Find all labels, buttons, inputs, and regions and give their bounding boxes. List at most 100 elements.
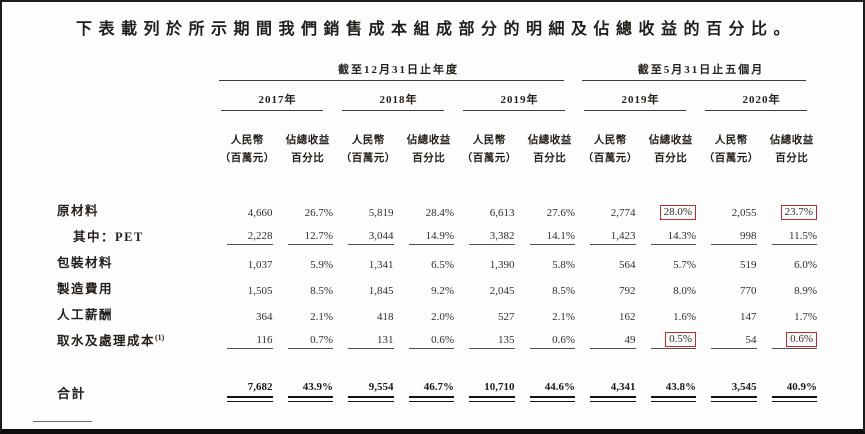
value-cell: 116 [217,325,278,351]
table-row-manufacturing: 製造費用 1,505 8.5% 1,845 9.2% 2,045 8.5% 79… [57,273,822,299]
value-cell: 1,037 [247,259,273,271]
value-cell: 1.6% [673,311,696,323]
value-cell: 0.5% [641,325,702,351]
value-cell: 6,613 [489,207,515,219]
double-rule [771,396,817,403]
value-cell: 8.5% [552,285,575,297]
year-header-2019-annual: 2019年 [459,81,580,111]
double-rule [711,396,757,403]
double-rule [469,396,515,403]
row-label: 其中：PET [73,230,144,244]
highlight-box: 28.0% [659,205,696,220]
value-cell: 3,382 [459,221,520,247]
double-rule [529,396,575,403]
value-cell: 2,774 [610,207,636,219]
total-value-cell: 7,682 [217,381,278,404]
divider [219,80,564,81]
value-cell: 0.6% [520,325,581,351]
table-row-raw-materials: 原材料 4,660 26.7% 5,819 28.4% 6,613 27.6% … [57,195,822,221]
col-header-rmb: 人民幣 （百萬元） [703,135,759,164]
total-value-cell: 4,341 [580,381,641,404]
value-cell: 54 [701,325,762,351]
cost-of-sales-table: 截至12月31日止年度 截至5月31日止五個月 2017年 2018年 2019… [57,55,822,404]
highlight-box: 0.5% [665,332,696,347]
year-header-2020: 2020年 [701,81,822,111]
value-cell: 0.6% [762,325,823,351]
year-header-2019-five-months: 2019年 [580,81,701,111]
value-cell: 14.9% [399,221,460,247]
value-cell: 0.7% [278,325,339,351]
value-cell: 28.0% [641,195,702,221]
col-header-pct: 佔總收益 百分比 [406,135,451,164]
row-label: 取水及處理成本(1) [57,332,165,348]
value-cell: 11.5% [762,221,823,247]
double-rule [227,396,273,403]
highlight-box: 0.6% [786,332,817,347]
value-cell: 28.4% [425,207,454,219]
col-header-pct: 佔總收益 百分比 [527,135,572,164]
value-cell: 131 [338,325,399,351]
value-cell: 5.8% [552,259,575,271]
total-value-cell: 40.9% [762,381,823,404]
value-cell: 6.5% [431,259,454,271]
value-cell: 998 [701,221,762,247]
value-cell: 162 [619,311,636,323]
value-cell: 1,341 [368,259,394,271]
value-cell: 564 [619,259,636,271]
table-row-total: 合計 7,682 43.9% 9,554 46.7% 10,710 44.6% … [57,381,822,404]
double-rule [287,396,333,403]
divider [463,110,565,111]
value-cell: 0.6% [399,325,460,351]
row-label: 原材料 [57,204,100,218]
divider [584,110,686,111]
highlight-box: 23.7% [780,205,817,220]
col-header-pct: 佔總收益 百分比 [769,135,814,164]
value-cell: 1,423 [580,221,641,247]
double-rule [348,396,394,403]
divider [342,110,444,111]
value-cell: 1,845 [368,285,394,297]
year-header-2018: 2018年 [338,81,459,111]
value-cell: 1.7% [794,311,817,323]
value-cell: 1,390 [489,259,515,271]
total-value-cell: 10,710 [459,381,520,404]
value-cell: 4,660 [247,207,273,219]
total-value-cell: 43.8% [641,381,702,404]
group-header-annual: 截至12月31日止年度 [217,55,580,81]
double-rule [408,396,454,403]
col-header-rmb: 人民幣 （百萬元） [582,135,638,164]
value-cell: 2,045 [489,285,515,297]
row-label: 包裝材料 [57,256,114,270]
page-title: 下表載列於所示期間我們銷售成本組成部分的明細及佔總收益的百分比。 [76,21,797,38]
value-cell: 527 [498,311,515,323]
table-row-pet: 其中：PET 2,228 12.7% 3,044 14.9% 3,382 14.… [57,221,822,247]
year-header-2017: 2017年 [217,81,338,111]
value-cell: 5.9% [310,259,333,271]
col-header-rmb: 人民幣 （百萬元） [340,135,396,164]
value-cell: 5.7% [673,259,696,271]
double-rule [590,396,636,403]
total-value-cell: 3,545 [701,381,762,404]
row-label: 合計 [57,386,87,402]
table-row-packaging: 包裝材料 1,037 5.9% 1,341 6.5% 1,390 5.8% 56… [57,247,822,273]
total-value-cell: 43.9% [278,381,339,404]
double-rule [650,396,696,403]
value-cell: 770 [740,285,757,297]
value-cell: 9.2% [431,285,454,297]
value-cell: 2,055 [731,207,757,219]
value-cell: 2,228 [217,221,278,247]
value-cell: 519 [740,259,757,271]
value-cell: 147 [740,311,757,323]
value-cell: 8.5% [310,285,333,297]
footnote-divider [33,421,92,422]
value-cell: 12.7% [278,221,339,247]
year-header-row: 2017年 2018年 2019年 2019年 2020年 [57,81,822,111]
group-header-five-months-label: 截至5月31日止五個月 [637,64,765,76]
value-cell: 23.7% [762,195,823,221]
value-cell: 364 [256,311,273,323]
total-value-cell: 44.6% [520,381,581,404]
sub-header-row: 人民幣 （百萬元） 佔總收益 百分比 人民幣 （百萬元） 佔總收益 百分比 人民幣 （百萬… [57,111,822,167]
value-cell: 1,505 [247,285,273,297]
col-header-rmb: 人民幣 （百萬元） [219,135,275,164]
divider [705,110,807,111]
